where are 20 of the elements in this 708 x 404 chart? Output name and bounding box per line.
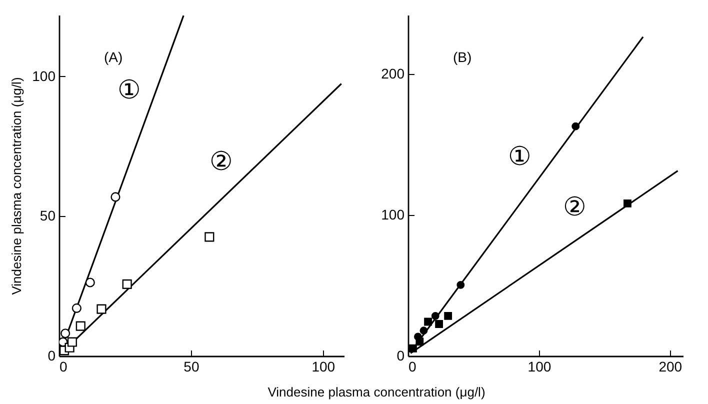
x-tick-label: 0 [60, 358, 68, 374]
x-tick-label: 100 [528, 358, 552, 374]
y-tick-label: 0 [396, 348, 405, 364]
x-tick-label: 50 [184, 358, 200, 374]
y-tick-label: 200 [381, 66, 405, 82]
annotation: ② [210, 146, 233, 176]
y-tick-label: 50 [40, 208, 56, 224]
y-axis-title: Vindesine plasma concentration (μg/l) [9, 77, 24, 295]
text: (A) [104, 49, 123, 65]
x-tick-label: 0 [408, 358, 416, 374]
text: (B) [453, 49, 472, 65]
annotation: ① [117, 74, 140, 104]
x-tick-label: 100 [312, 358, 336, 374]
y-tick-label: 100 [381, 206, 405, 223]
x-tick-label: 200 [658, 358, 682, 374]
y-tick-label: 100 [32, 68, 56, 84]
annotation: ② [563, 191, 586, 222]
y-tick-label: 0 [48, 348, 56, 364]
annotation: ① [508, 141, 532, 172]
x-axis-title: Vindesine plasma concentration (μg/l) [268, 384, 486, 400]
